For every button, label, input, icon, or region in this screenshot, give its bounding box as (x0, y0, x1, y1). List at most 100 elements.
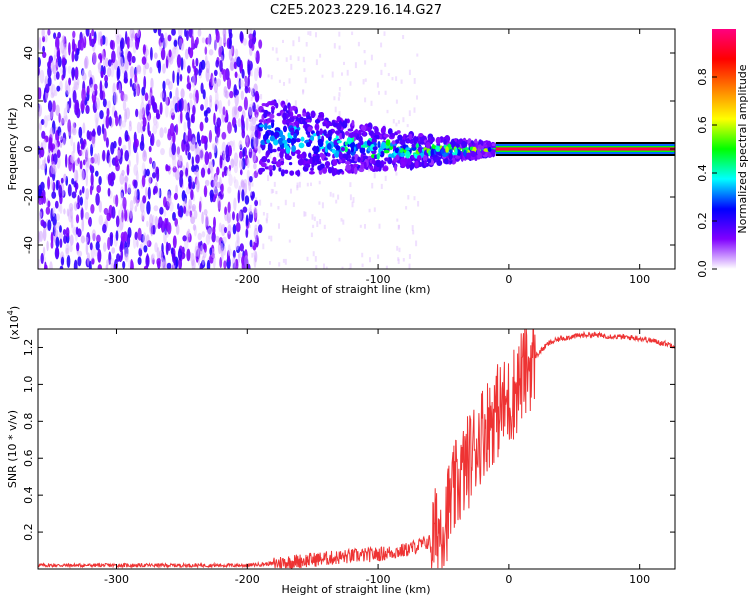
spectrogram-cell (84, 236, 89, 243)
spectrogram-cell (93, 83, 98, 91)
spectrogram-cell (134, 138, 139, 148)
spectrogram-cell (239, 243, 244, 252)
spectrogram-cell (394, 164, 398, 172)
spectrogram-cell (359, 164, 365, 170)
spectrogram-cell (306, 142, 311, 148)
spectrogram-cell (184, 133, 188, 142)
spectrogram-cell (322, 166, 328, 174)
spectrogram-cell (255, 197, 258, 201)
spectrogram-cell (260, 94, 263, 100)
spectrogram-cell (172, 235, 177, 249)
spectrogram-cell (249, 148, 252, 152)
spectrogram-cell (106, 67, 112, 77)
spectrogram-cell (88, 260, 92, 269)
spectrogram-cell (315, 145, 320, 154)
spectrogram-cell (141, 174, 146, 188)
spectrogram-cell (233, 179, 239, 189)
spectrogram-cell (315, 265, 318, 269)
spectrogram-cell (366, 139, 371, 146)
spectrogram-cell (246, 157, 249, 165)
spectrogram-cell (257, 219, 260, 225)
spectrogram-cell (299, 172, 302, 177)
spectrogram-cell (205, 68, 210, 82)
spectrogram-cell (196, 131, 201, 144)
spectrogram-cell (470, 151, 477, 158)
spectrogram-cell (234, 92, 239, 107)
spectrogram-cell (170, 247, 174, 255)
spectrogram-cell (373, 172, 376, 179)
spectrogram-cell (165, 241, 169, 256)
spectrogram-cell (91, 130, 96, 137)
spectrogram-cell (152, 161, 157, 173)
spectrogram-cell (108, 154, 112, 168)
spectrogram-cell (47, 100, 53, 113)
spectrogram-cell (254, 199, 259, 207)
spectrogram-cell (120, 39, 124, 52)
spectrogram-cell (189, 99, 193, 110)
spectrogram-cell (202, 242, 206, 251)
spectrogram-cell (251, 93, 254, 99)
spectrogram-cell (347, 123, 350, 130)
spectrogram-cell (38, 211, 42, 219)
spectrogram-cell (40, 219, 45, 227)
spectrogram-cell (333, 96, 336, 101)
spectrogram-cell (142, 117, 147, 128)
x-tick-label: -100 (366, 273, 391, 286)
spectrogram-cell (93, 153, 98, 165)
spectrogram-cell (63, 208, 66, 215)
spectrogram-cell (321, 202, 324, 209)
spectrogram-cell (166, 194, 172, 207)
spectrogram-cell (211, 75, 215, 87)
spectrogram-cell (145, 48, 149, 56)
spectrogram-cell (286, 99, 288, 106)
spectrogram-cell (215, 235, 220, 243)
snr-frame (37, 328, 676, 570)
spectrogram-cell (65, 243, 70, 257)
spectrogram-cell (82, 122, 86, 134)
y-tick-label: -20 (22, 188, 35, 206)
snr-ylabel: SNR (10 * v/v) (6, 410, 19, 488)
spectrogram-cell (237, 189, 241, 204)
spectrogram-cell (414, 160, 419, 168)
spectrogram-cell (212, 254, 216, 269)
spectrogram-cell (343, 61, 345, 65)
spectrogram-cell (129, 66, 135, 79)
spectrogram-cell (412, 230, 415, 235)
spectrogram-cell (408, 110, 411, 117)
spectrogram-cell (164, 217, 168, 229)
spectrogram-cell (226, 168, 232, 177)
spectrogram-cell (126, 233, 131, 248)
spectrogram-cell (305, 119, 312, 123)
spectrogram-cell (136, 29, 140, 39)
spectrogram-cell (172, 70, 175, 84)
spectrogram-cell (192, 104, 196, 116)
spectrogram-cell (277, 206, 280, 210)
spectrogram-cell (351, 201, 354, 208)
x-tick-label: -200 (235, 273, 260, 286)
spectrogram-cell (43, 157, 47, 170)
spectrogram-cell (287, 132, 291, 138)
spectrogram-cell (188, 178, 192, 189)
spectrogram-cell (283, 142, 288, 149)
spectrogram-cell (120, 248, 124, 261)
spectrogram-cell (200, 167, 206, 178)
spectrogram-cell (340, 218, 343, 222)
spectrogram-cell (267, 74, 270, 78)
spectrogram-cell (231, 106, 235, 121)
spectrogram-cell (207, 34, 211, 47)
spectrogram-cell (292, 202, 295, 207)
spectrogram-cell (372, 146, 378, 151)
spectrogram-cell (250, 70, 253, 77)
spectrogram-cell (281, 169, 285, 173)
spectrogram-cell (55, 247, 60, 259)
y-tick-label: 1.0 (22, 376, 35, 394)
spectrogram-cell (341, 131, 345, 140)
spectrogram-cell (210, 164, 214, 178)
spectrogram-cell (89, 164, 93, 172)
spectrogram-cell (137, 227, 142, 241)
spectrogram-cell (145, 168, 150, 177)
spectrogram-cell (417, 154, 422, 161)
spectrogram-cell (76, 48, 80, 56)
spectrogram-cell (338, 92, 341, 97)
spectrogram-cell (234, 123, 238, 134)
